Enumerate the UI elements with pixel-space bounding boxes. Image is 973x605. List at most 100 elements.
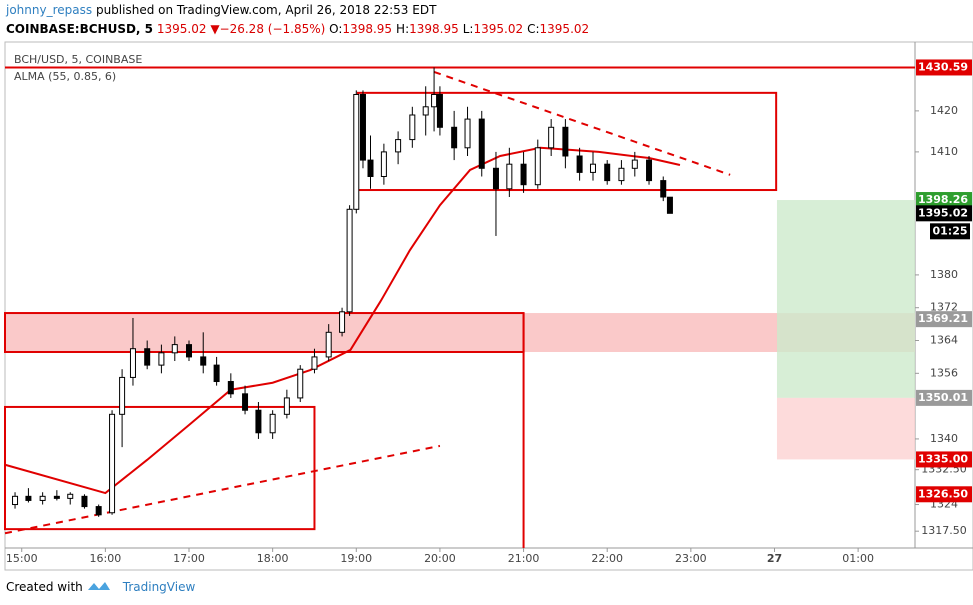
countdown: 01:25	[932, 224, 967, 237]
arrow: ▼	[210, 22, 220, 36]
candle-body	[186, 344, 193, 358]
header-line-2: COINBASE:BCHUSD, 5 1395.02 ▼−26.28 (−1.8…	[6, 22, 593, 36]
price-label-box	[916, 192, 972, 209]
trend-line	[433, 70, 731, 176]
candle-body	[227, 381, 234, 395]
logo	[88, 582, 110, 590]
ohlc-value: 1398.95	[342, 22, 393, 36]
ohlc: O:1398.95 H:1398.95 L:1395.02 C:1395.02	[329, 22, 593, 36]
candle-body	[589, 163, 596, 173]
ohlc-value: 1395.02	[539, 22, 590, 36]
y-tick-label: 1364	[930, 334, 958, 347]
price-label: 1395.02	[918, 206, 968, 219]
candle-body	[269, 413, 276, 434]
candle-body	[666, 196, 673, 214]
candle-body	[548, 126, 555, 149]
brand: TradingView	[122, 580, 196, 594]
ohlc-value: 1398.95	[409, 22, 459, 36]
candle-body	[311, 356, 318, 370]
price-label: 1430.59	[918, 60, 968, 73]
x-tick-label: 21:00	[508, 552, 540, 565]
candle-body	[436, 93, 443, 128]
candle-body	[53, 495, 60, 499]
y-tick-label: 1317.50	[921, 524, 967, 537]
y-tick-label: 1410	[930, 145, 958, 158]
candle-body	[158, 352, 165, 366]
candle-body	[660, 180, 667, 198]
ohlc-label: O:	[329, 22, 343, 36]
y-tick-label: 1356	[930, 366, 958, 379]
candle-body	[562, 126, 569, 157]
candle-body	[346, 208, 353, 313]
zone-rect	[4, 405, 316, 531]
target-zone	[776, 200, 915, 398]
candle-body	[367, 159, 374, 177]
candle-body	[25, 495, 32, 501]
candle-body	[618, 167, 625, 182]
price-label-box	[916, 59, 972, 76]
candle-body	[380, 151, 387, 177]
published: published on TradingView.com, April 26, …	[95, 3, 437, 17]
price-label: 1398.26	[918, 193, 968, 206]
trend-line	[4, 444, 441, 535]
x-tick-label: 27	[767, 552, 782, 565]
y-tick-label: 1380	[930, 268, 958, 281]
x-tick-label: 15:00	[6, 552, 38, 565]
x-tick-label: 16:00	[90, 552, 122, 565]
y-tick-label: 1420	[930, 104, 958, 117]
zone-band	[5, 313, 915, 352]
candle-body	[422, 106, 429, 116]
candle-body	[283, 397, 290, 415]
ohlc-label: H:	[396, 22, 410, 36]
candle-body	[325, 331, 332, 358]
y-tick-label: 1372	[930, 301, 958, 314]
candle-body	[604, 163, 611, 182]
candle-body	[431, 93, 438, 108]
candle-body	[297, 368, 304, 399]
x-tick-label: 20:00	[424, 552, 456, 565]
price-label-box	[916, 311, 972, 328]
header-line-1: johnny_repass published on TradingView.c…	[6, 3, 436, 17]
candle-body	[119, 376, 126, 415]
last: 1395.02	[156, 22, 207, 36]
created: Created with	[6, 580, 83, 594]
footer: Created with TradingView	[6, 580, 195, 594]
price-label: 1335.00	[918, 452, 968, 465]
price-label: 1326.50	[918, 487, 968, 500]
price-label-box	[916, 205, 972, 222]
target-zone	[776, 397, 915, 460]
countdown-box	[930, 223, 970, 240]
legend-indicator: ALMA (55, 0.85, 6)	[14, 70, 116, 83]
candle-body	[200, 356, 207, 366]
candle-body	[506, 163, 513, 190]
candle-body	[109, 413, 116, 514]
ohlc-label: C:	[527, 22, 540, 36]
candle-body	[464, 118, 471, 149]
candle-body	[213, 364, 220, 383]
candle-body	[353, 93, 360, 210]
candle-body	[451, 126, 458, 149]
candle-body	[631, 159, 638, 169]
logo-shape	[88, 582, 110, 590]
y-tick-label: 1340	[930, 432, 958, 445]
candle-body	[520, 163, 527, 186]
legend-symbol: BCH/USD, 5, COINBASE	[14, 53, 142, 66]
price-label: 1350.01	[918, 391, 968, 404]
author: johnny_repass	[6, 3, 93, 17]
price-label-box	[916, 486, 972, 503]
candle-body	[12, 495, 19, 506]
candle-body	[646, 159, 653, 182]
candle-body	[255, 409, 262, 434]
ohlc-value: 1395.02	[473, 22, 524, 36]
candle-body	[39, 495, 46, 501]
symbol: COINBASE:BCHUSD, 5	[6, 22, 154, 36]
x-tick-label: 22:00	[591, 552, 623, 565]
price-label: 1369.21	[918, 312, 968, 325]
candle-body	[81, 495, 88, 508]
x-tick-label: 17:00	[173, 552, 205, 565]
candle-body	[534, 147, 541, 186]
candle-body	[409, 114, 416, 141]
candle-body	[171, 344, 178, 354]
